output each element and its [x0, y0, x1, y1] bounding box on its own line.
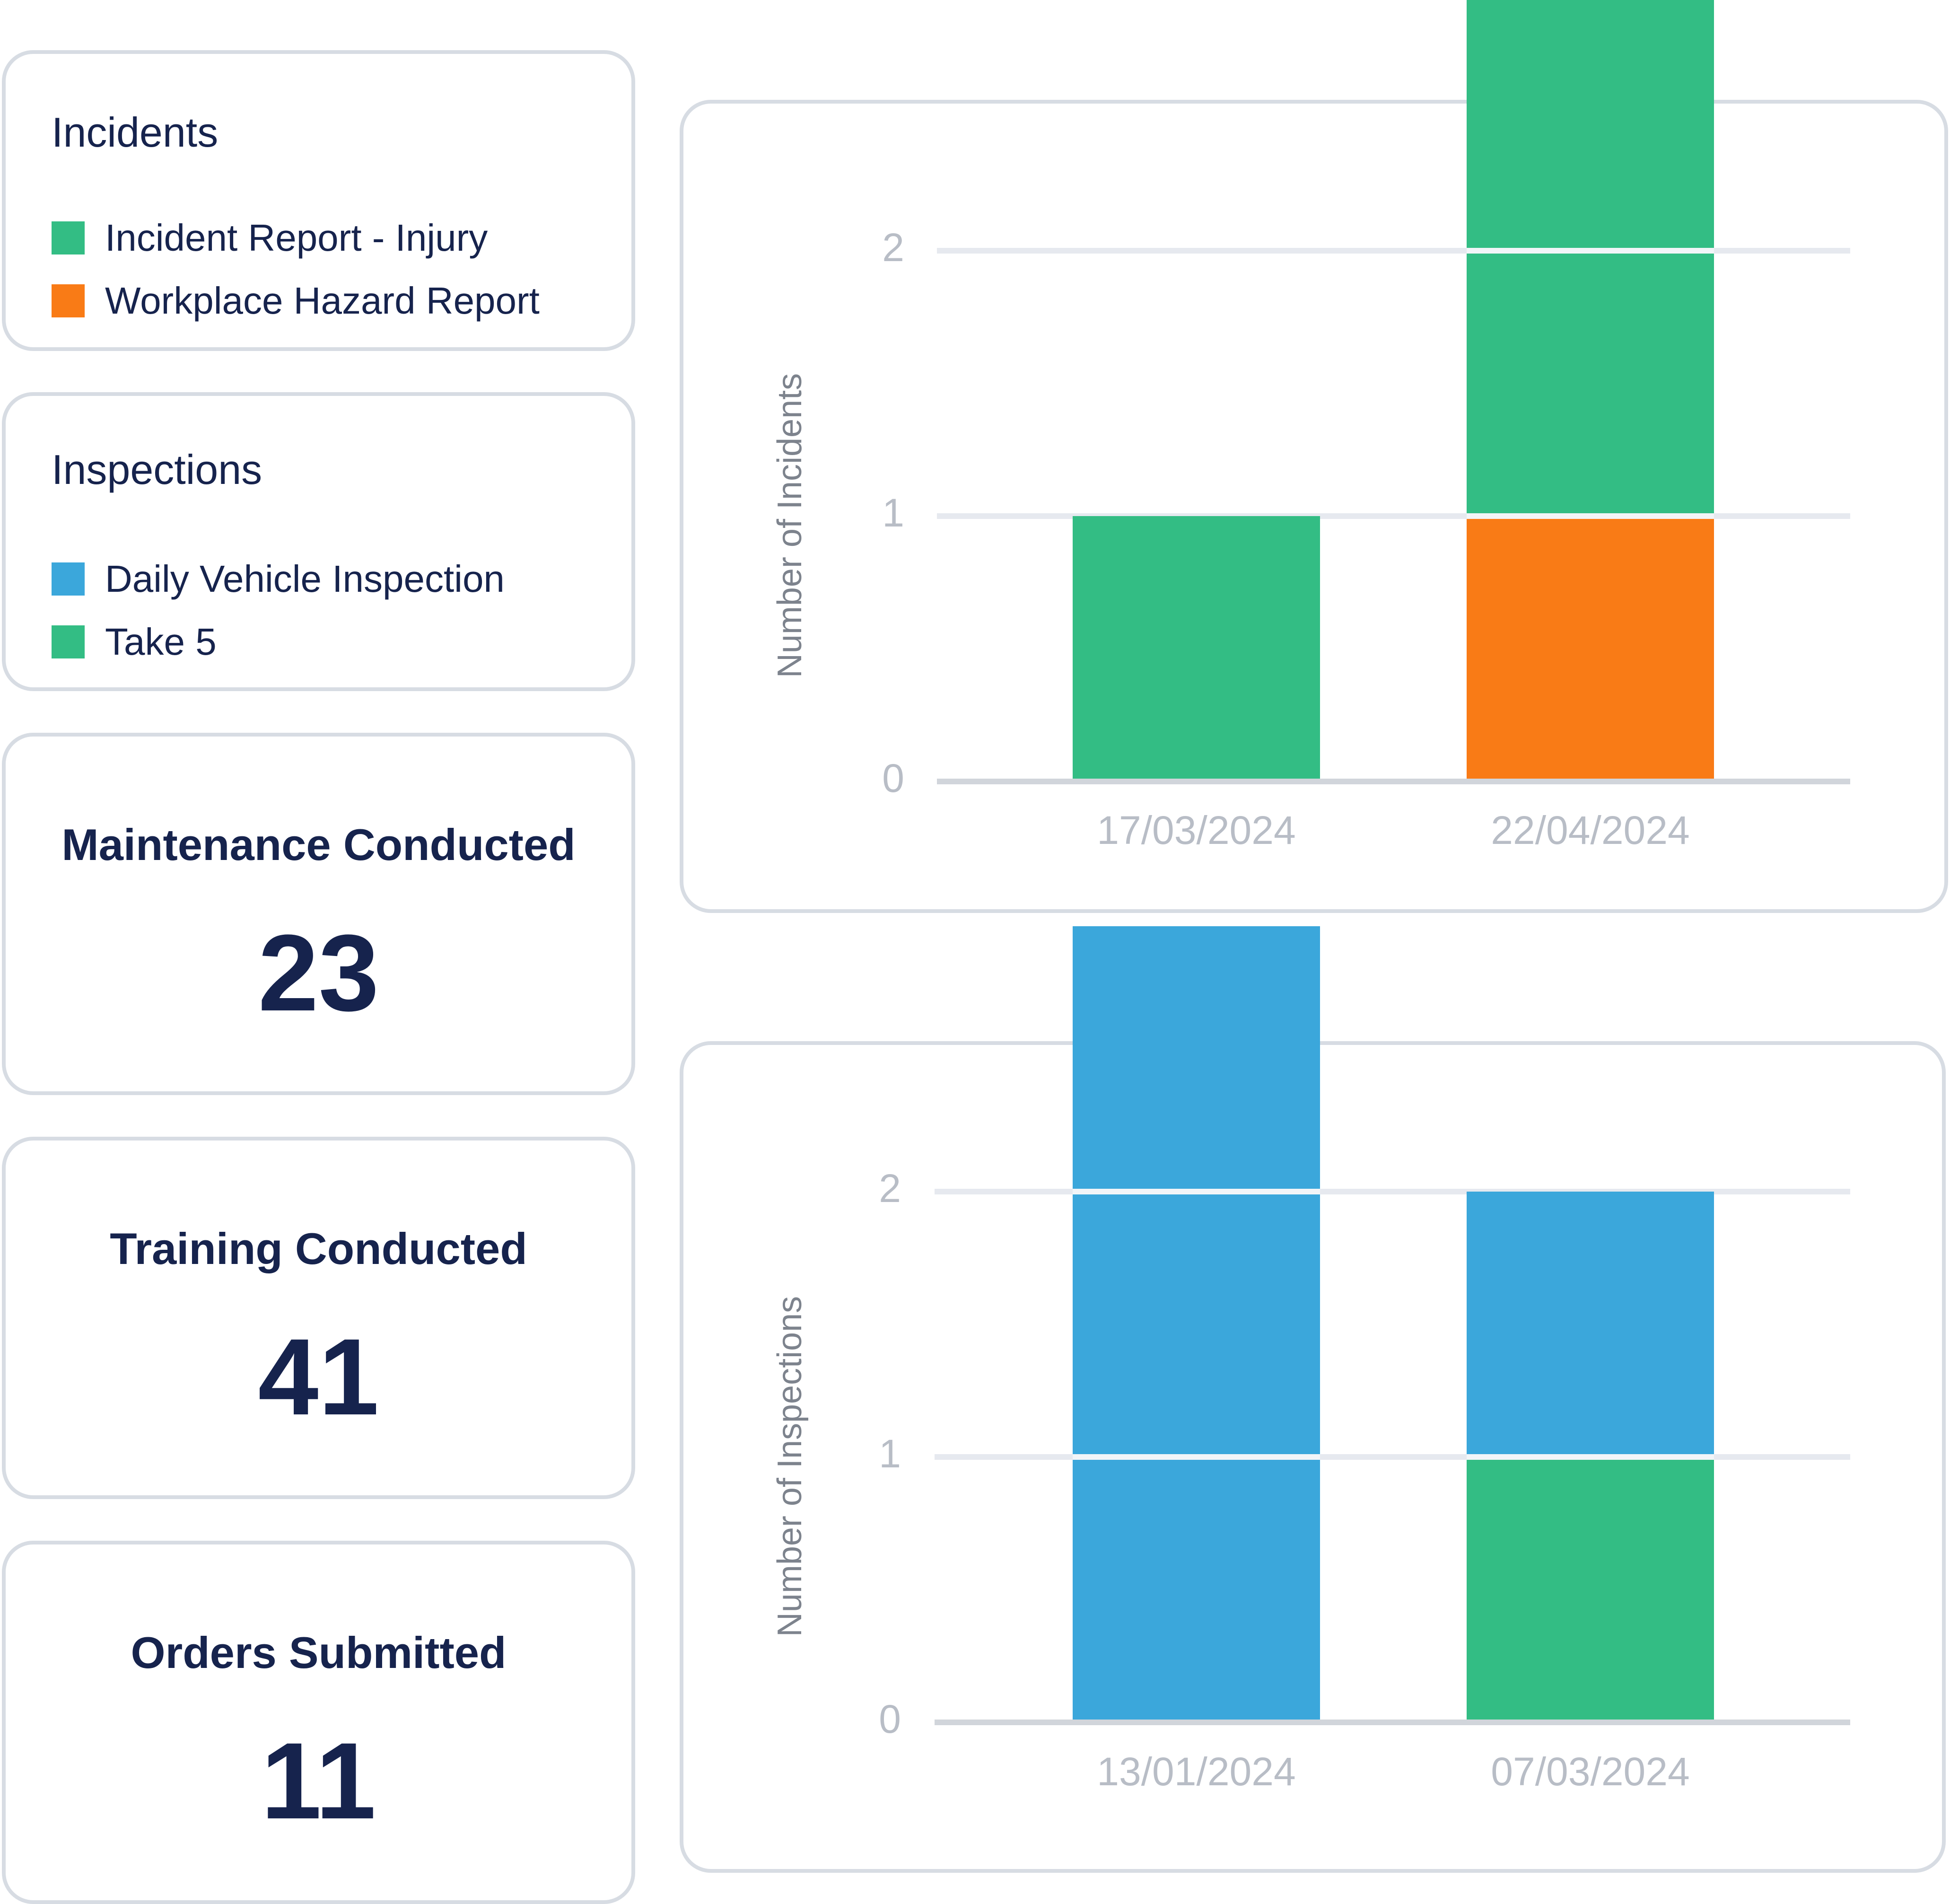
incidents-x-tick-label: 22/04/2024: [1491, 808, 1689, 852]
incidents-legend-card: Incidents Incident Report - Injury Workp…: [2, 50, 635, 351]
legend-item-take-5: Take 5: [52, 623, 217, 661]
inspections-y-tick-label: 0: [879, 1697, 901, 1741]
inspections-legend-title: Inspections: [52, 446, 262, 493]
legend-item-label: Incident Report - Injury: [105, 217, 488, 259]
legend-item-workplace-hazard-report: Workplace Hazard Report: [52, 282, 540, 320]
legend-item-label: Daily Vehicle Inspection: [105, 558, 505, 600]
inspections-x-tick-label: 13/01/2024: [1097, 1749, 1295, 1794]
inspections-y-tick-label: 1: [879, 1431, 901, 1476]
incidents-y-axis-title: Number of Incidents: [771, 373, 809, 678]
incidents-bar-incident-report-injury-1: [1073, 516, 1320, 781]
incidents-x-tick-label: 17/03/2024: [1097, 808, 1295, 852]
inspections-x-tick-label: 07/03/2024: [1491, 1749, 1689, 1794]
legend-swatch-orange: [52, 284, 85, 317]
incidents-bar-incident-report-injury-2: [1467, 0, 1714, 516]
training-stat-value: 41: [258, 1316, 379, 1438]
training-stat-title: Training Conducted: [110, 1224, 527, 1273]
inspections-bar-take-5-2: [1467, 1457, 1714, 1722]
orders-stat-card: Orders Submitted 11: [2, 1541, 635, 1904]
maintenance-stat-card: Maintenance Conducted 23: [2, 733, 635, 1095]
incidents-legend-title: Incidents: [52, 109, 219, 156]
legend-swatch-blue: [52, 562, 85, 596]
inspections-bar-daily-vehicle-inspection-2: [1467, 1192, 1714, 1457]
maintenance-stat-value: 23: [258, 912, 379, 1034]
inspections-bar-daily-vehicle-inspection-1: [1073, 926, 1320, 1722]
incidents-bar-workplace-hazard-report-2: [1467, 516, 1714, 781]
incidents-y-tick-label: 0: [882, 756, 904, 800]
legend-item-label: Take 5: [105, 621, 217, 663]
legend-swatch-green: [52, 625, 85, 658]
orders-stat-value: 11: [261, 1720, 376, 1842]
training-stat-card: Training Conducted 41: [2, 1137, 635, 1499]
legend-item-label: Workplace Hazard Report: [105, 280, 540, 322]
inspections-y-tick-label: 2: [879, 1166, 901, 1211]
inspections-legend-card: Inspections Daily Vehicle Inspection Tak…: [2, 392, 635, 691]
incidents-y-tick-label: 2: [882, 225, 904, 270]
legend-item-incident-report-injury: Incident Report - Injury: [52, 219, 488, 257]
orders-stat-title: Orders Submitted: [131, 1628, 507, 1677]
incidents-y-tick-label: 1: [882, 491, 904, 535]
legend-item-daily-vehicle-inspection: Daily Vehicle Inspection: [52, 560, 505, 598]
inspections-y-axis-title: Number of Inspections: [771, 1296, 809, 1637]
legend-swatch-green: [52, 221, 85, 254]
maintenance-stat-title: Maintenance Conducted: [61, 820, 576, 869]
